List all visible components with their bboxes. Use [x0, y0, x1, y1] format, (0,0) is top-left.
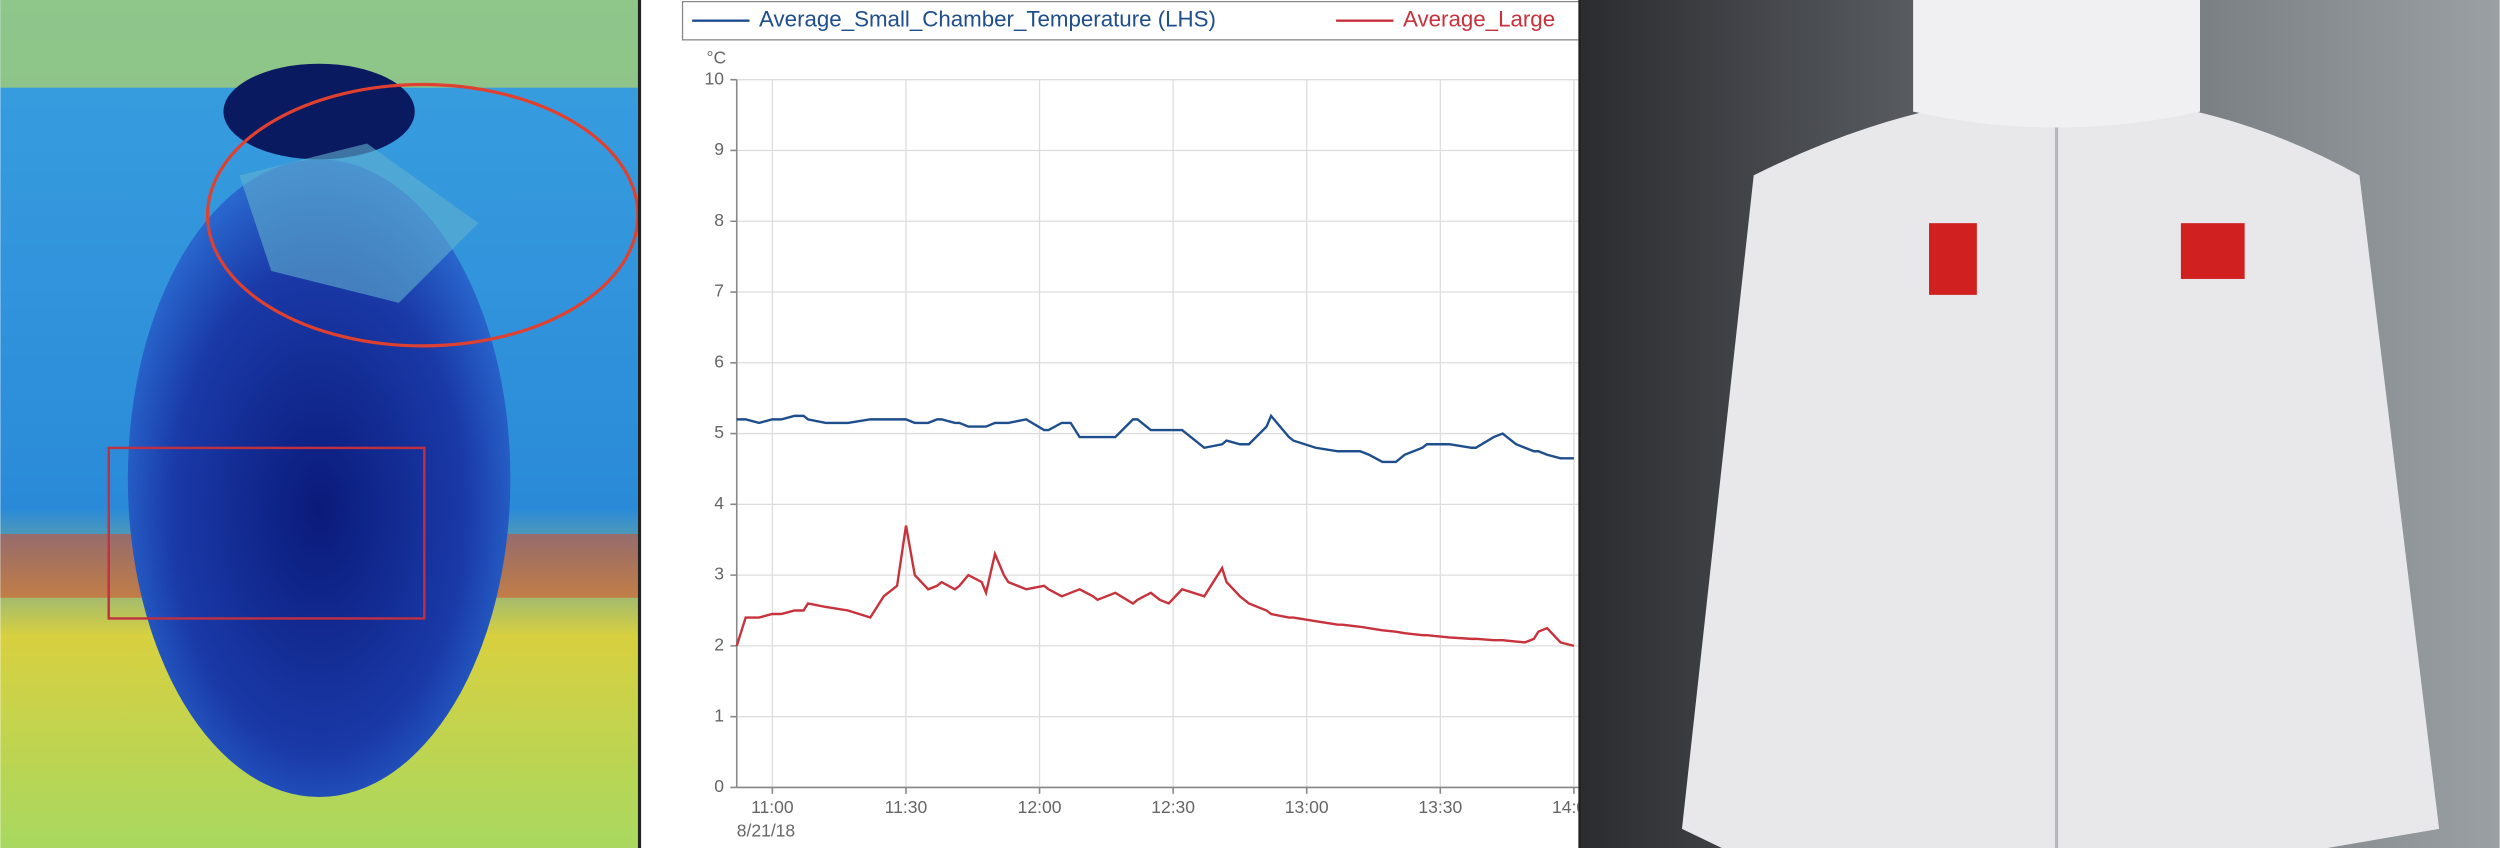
x-sublabel: 8/21/18 [737, 821, 795, 841]
chart-background [641, 0, 1579, 848]
y-tick-label: 8 [714, 210, 724, 230]
y-tick-label: 9 [714, 139, 724, 159]
x-tick-label: 12:00 [1018, 797, 1062, 817]
series-line [736, 413, 1574, 464]
y-tick-label: 6 [714, 351, 724, 371]
photo [1581, 0, 2500, 848]
y-tick-label: 0 [714, 776, 724, 796]
x-tick-label: 14:00 [1552, 797, 1596, 817]
y-tick-label: 3 [714, 564, 724, 584]
y-axis-label: °C [706, 48, 726, 68]
x-tick-label: 11:30 [885, 797, 928, 817]
chart: °C 8/21/18 0 1 2 3 4 5 6 7 8 9 10 11:00 11:30 12:00 12… [681, 0, 1596, 841]
thermal-image [0, 0, 640, 848]
legend-label: Average_Small_Chamber_Temperature (LHS) [759, 7, 1216, 32]
x-tick-label: 12:30 [1151, 797, 1195, 817]
y-tick-label: 1 [714, 705, 724, 725]
legend-box [681, 0, 1579, 41]
y-tick-label: 2 [714, 635, 724, 655]
y-tick-label: 10 [705, 68, 725, 88]
x-tick-label: 13:00 [1285, 797, 1329, 817]
x-tick-label: 11:00 [751, 797, 794, 817]
y-tick-label: 7 [714, 281, 724, 301]
y-tick-label: 4 [714, 493, 724, 513]
series-line [735, 525, 1575, 648]
x-tick-label: 13:30 [1418, 797, 1462, 817]
legend-label: Average_Large [1403, 7, 1555, 32]
y-tick-label: 5 [714, 422, 724, 442]
